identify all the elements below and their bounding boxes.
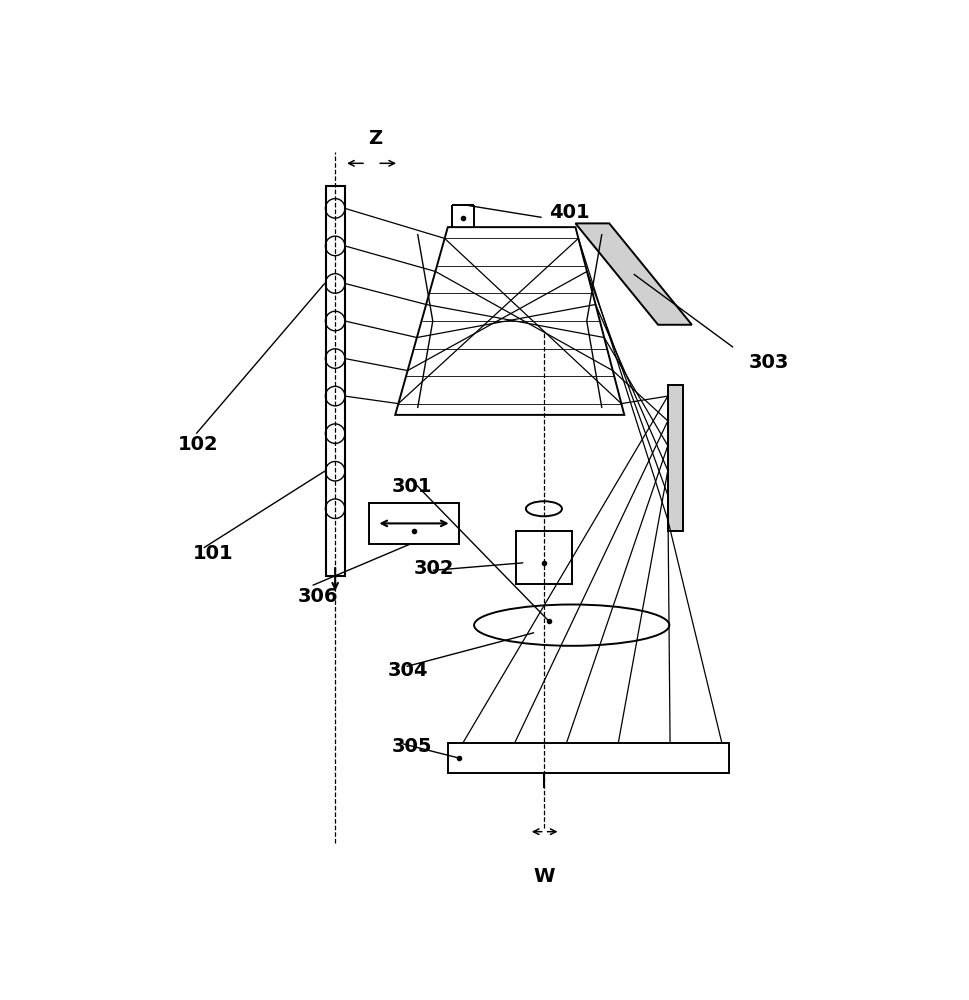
- Bar: [448, 743, 730, 773]
- Text: 102: 102: [177, 435, 218, 454]
- Text: 101: 101: [193, 544, 234, 563]
- Bar: [369, 503, 459, 544]
- Text: W: W: [533, 867, 554, 886]
- Polygon shape: [576, 223, 692, 325]
- Text: 301: 301: [391, 477, 432, 496]
- Bar: [327, 186, 345, 576]
- Text: 401: 401: [549, 203, 590, 222]
- Text: Z: Z: [368, 129, 382, 148]
- Text: 305: 305: [391, 737, 432, 756]
- Bar: [516, 531, 572, 584]
- Ellipse shape: [526, 501, 562, 516]
- Text: 306: 306: [297, 587, 338, 606]
- Text: 303: 303: [748, 353, 789, 372]
- Text: 304: 304: [388, 661, 428, 680]
- Bar: [668, 385, 683, 531]
- Text: 302: 302: [414, 559, 454, 578]
- Ellipse shape: [474, 605, 670, 646]
